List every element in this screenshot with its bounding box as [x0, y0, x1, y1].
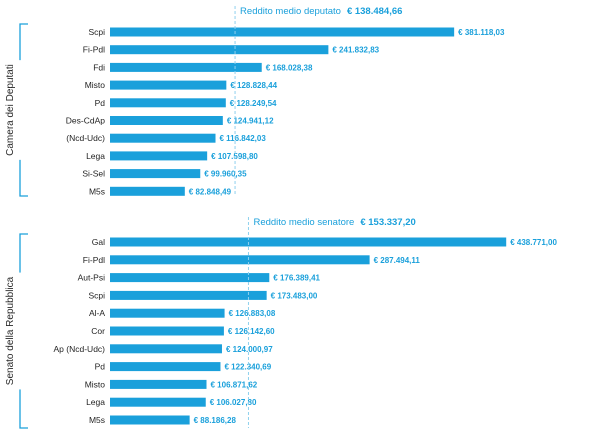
senato-category-label: M5s [89, 415, 105, 425]
senato-bar [110, 255, 370, 265]
senato-bar [110, 344, 222, 354]
camera-category-label: Pd [95, 98, 106, 108]
camera-value-label: € 128.249,54 [230, 99, 277, 108]
camera-category-label: Misto [85, 80, 106, 90]
camera-category-label: (Ncd-Udc) [66, 133, 105, 143]
senato-value-label: € 173.483,00 [271, 291, 318, 300]
senato-chamber-title: Senato della Repubblica [5, 276, 16, 385]
senato-value-label: € 438.771,00 [510, 238, 557, 247]
senato-value-label: € 106.027,80 [210, 398, 257, 407]
senato-bar [110, 290, 267, 300]
camera-title-gap [14, 60, 26, 160]
senato-value-label: € 88.186,28 [194, 416, 237, 425]
senato-value-label: € 126.883,08 [229, 309, 276, 318]
senato-bar [110, 273, 270, 283]
senato-average-label: Reddito medio senatore [253, 217, 354, 228]
camera-bar [110, 80, 227, 90]
camera-category-label: Fdi [93, 62, 105, 72]
senato-category-label: Gal [92, 237, 105, 247]
senato-bar [110, 379, 207, 389]
camera-bar [110, 151, 208, 161]
camera-category-label: Des-CdAp [66, 116, 105, 126]
senato-category-label: Al-A [89, 308, 105, 318]
camera-bar [110, 62, 262, 72]
senato-bar [110, 362, 221, 372]
senato-bar [110, 326, 224, 336]
camera-value-label: € 116.842,03 [220, 134, 267, 143]
camera-value-label: € 82.848,49 [189, 187, 232, 196]
senato-category-label: Aut-Psi [78, 273, 106, 283]
camera-category-label: Si-Sel [82, 169, 105, 179]
camera-bar [110, 98, 226, 108]
camera-value-label: € 124.941,12 [227, 117, 274, 126]
camera-average-value: € 138.484,66 [347, 6, 402, 17]
camera-value-label: € 381.118,03 [458, 28, 505, 37]
senato-bar [110, 397, 206, 407]
senato-category-label: Lega [86, 397, 105, 407]
senato-title-gap [14, 272, 26, 390]
camera-value-label: € 241.832,83 [332, 46, 379, 55]
senato-value-label: € 106.871,62 [211, 380, 258, 389]
camera-average-label: Reddito medio deputato [240, 6, 341, 17]
senato-bar [110, 415, 190, 425]
senato-value-label: € 287.494,11 [374, 256, 421, 265]
senato-category-label: Cor [91, 326, 105, 336]
camera-bar [110, 45, 329, 55]
senato-value-label: € 124.000,97 [226, 345, 273, 354]
camera-value-label: € 128.828,44 [230, 81, 277, 90]
senato-category-label: Pd [95, 362, 106, 372]
senato-value-label: € 176.389,41 [273, 274, 320, 283]
senato-average-value: € 153.337,20 [360, 217, 415, 228]
camera-bar [110, 27, 455, 37]
senato-bar [110, 237, 507, 247]
camera-category-label: Lega [86, 151, 105, 161]
senato-category-label: Ap (Ncd-Udc) [54, 344, 106, 354]
camera-value-label: € 99.960,35 [204, 170, 247, 179]
senato-category-label: Fi-Pdl [83, 255, 105, 265]
senato-category-label: Misto [85, 379, 106, 389]
camera-chamber-title: Camera dei Deputati [5, 64, 16, 156]
camera-category-label: M5s [89, 186, 105, 196]
camera-bar [110, 133, 216, 143]
senato-value-label: € 126.142,60 [228, 327, 275, 336]
senato-category-label: Scpi [88, 290, 105, 300]
senato-bar [110, 308, 225, 318]
camera-bar [110, 169, 201, 179]
camera-category-label: Scpi [88, 27, 105, 37]
camera-category-label: Fi-Pdl [83, 45, 105, 55]
camera-value-label: € 168.028,38 [266, 63, 313, 72]
camera-bar [110, 116, 223, 125]
camera-bar [110, 186, 185, 196]
